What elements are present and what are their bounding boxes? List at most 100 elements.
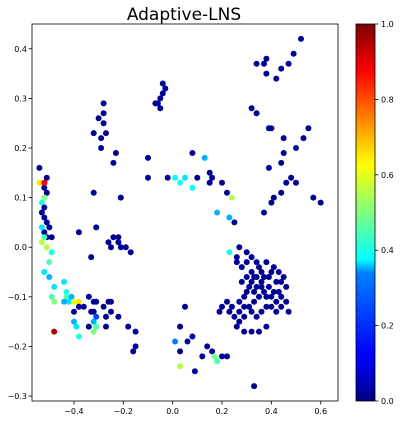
data-point xyxy=(285,308,292,315)
data-point xyxy=(189,150,196,156)
plot-frame xyxy=(31,23,339,402)
colorbar-tick-label: 0.6 xyxy=(381,171,394,180)
data-point xyxy=(248,269,255,275)
data-point xyxy=(115,234,122,241)
data-point xyxy=(51,298,58,305)
data-point xyxy=(253,274,260,280)
x-axis: −0.4 −0.2 0.0 0.2 0.4 0.6 xyxy=(64,401,327,416)
data-point xyxy=(71,318,77,325)
data-point xyxy=(300,135,307,142)
chart-title: Adaptive-LNS xyxy=(127,5,241,25)
data-point xyxy=(283,179,290,186)
data-point xyxy=(90,130,97,137)
data-point xyxy=(256,264,262,271)
data-point xyxy=(125,323,132,330)
data-point xyxy=(43,174,50,181)
data-point xyxy=(194,174,201,181)
data-point xyxy=(110,159,117,166)
data-point xyxy=(241,313,248,320)
data-point xyxy=(199,353,206,360)
data-point xyxy=(115,313,122,320)
data-point xyxy=(228,303,235,310)
y-tick-label: 0.4 xyxy=(14,45,27,54)
data-point xyxy=(273,278,280,285)
data-point xyxy=(145,154,151,161)
data-point xyxy=(182,303,188,310)
data-point xyxy=(46,224,53,231)
data-point xyxy=(268,199,275,206)
data-point xyxy=(71,308,77,315)
data-point xyxy=(46,274,53,280)
x-tick-label: 0.4 xyxy=(265,407,278,416)
data-point xyxy=(268,293,275,300)
data-point xyxy=(253,259,260,266)
data-point xyxy=(93,323,100,330)
data-point xyxy=(219,353,225,360)
data-point xyxy=(263,70,270,77)
colorbar-axis: 0.0 0.2 0.4 0.6 0.8 1.0 xyxy=(375,20,394,406)
data-point xyxy=(241,303,248,310)
data-point xyxy=(103,323,109,330)
y-tick-label: 0.2 xyxy=(14,144,27,153)
data-point xyxy=(248,328,255,335)
data-point xyxy=(238,264,245,271)
data-point xyxy=(112,150,119,156)
data-point xyxy=(108,308,114,315)
data-point xyxy=(164,174,171,181)
data-point xyxy=(226,249,233,256)
data-point xyxy=(219,179,225,186)
data-point xyxy=(206,169,213,176)
data-point xyxy=(253,283,260,290)
colorbar-tick-label: 0.8 xyxy=(381,95,394,104)
data-point xyxy=(278,303,285,310)
data-point xyxy=(278,278,285,285)
data-point xyxy=(100,303,107,310)
x-tick-label: −0.2 xyxy=(114,407,133,416)
data-point xyxy=(182,174,188,181)
y-axis: −0.3 −0.2 −0.1 0.0 0.1 0.2 0.3 0.4 xyxy=(8,45,32,401)
data-point xyxy=(63,288,70,295)
data-point xyxy=(189,333,196,340)
data-point xyxy=(248,105,255,112)
data-point xyxy=(43,219,50,226)
data-point xyxy=(298,35,304,42)
data-point xyxy=(41,204,48,211)
data-point xyxy=(236,244,243,251)
data-point xyxy=(265,283,272,290)
data-point xyxy=(115,239,122,246)
x-tick-label: 0.0 xyxy=(166,407,179,416)
data-point xyxy=(310,194,317,201)
data-point xyxy=(256,293,262,300)
data-point xyxy=(246,303,253,310)
data-point xyxy=(248,278,255,285)
data-point xyxy=(38,199,45,206)
data-point xyxy=(38,224,45,231)
data-point xyxy=(132,328,139,335)
data-point xyxy=(233,323,240,330)
data-point xyxy=(68,293,75,300)
data-point xyxy=(177,363,184,370)
data-point xyxy=(93,298,100,305)
data-point xyxy=(98,135,105,142)
data-point xyxy=(157,95,164,102)
data-point xyxy=(36,179,43,186)
data-point xyxy=(280,150,287,156)
data-point xyxy=(108,244,114,251)
data-point xyxy=(93,224,100,231)
data-point xyxy=(285,60,292,67)
data-point xyxy=(224,189,230,196)
data-point xyxy=(265,274,272,280)
data-point xyxy=(209,174,216,181)
y-tick-label: 0.0 xyxy=(14,243,27,252)
data-point xyxy=(280,274,287,280)
data-point xyxy=(93,313,100,320)
data-point xyxy=(253,313,260,320)
data-point xyxy=(290,50,297,57)
data-point xyxy=(224,298,230,305)
data-point xyxy=(80,303,87,310)
data-point xyxy=(241,328,248,335)
data-point xyxy=(36,164,43,171)
data-point xyxy=(236,298,243,305)
data-point xyxy=(214,358,221,365)
